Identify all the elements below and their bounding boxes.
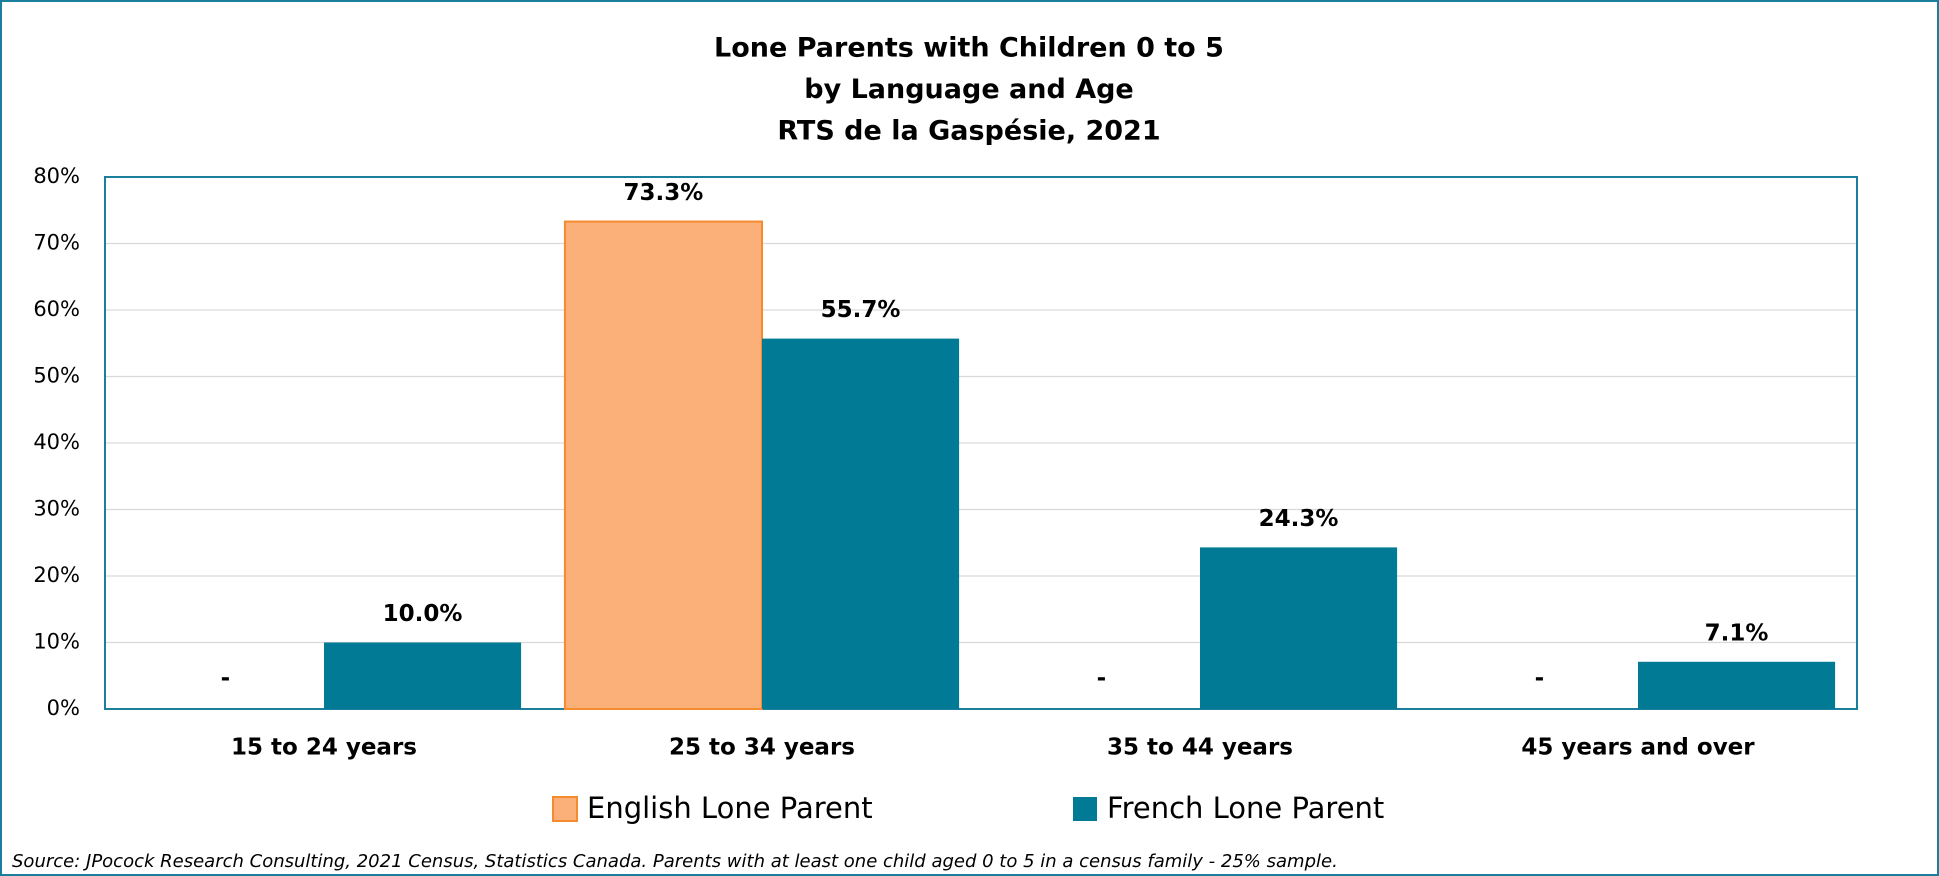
- x-tick-label: 15 to 24 years: [231, 735, 417, 761]
- y-tick-label: 20%: [33, 563, 80, 587]
- chart-title: Lone Parents with Children 0 to 5: [714, 33, 1224, 64]
- x-tick-label: 45 years and over: [1521, 735, 1755, 761]
- y-tick-label: 30%: [33, 497, 80, 521]
- data-label: -: [1097, 666, 1107, 692]
- legend-label: French Lone Parent: [1107, 791, 1384, 825]
- bar: [324, 642, 522, 709]
- x-tick-label: 35 to 44 years: [1107, 735, 1293, 761]
- data-label: 10.0%: [383, 601, 463, 627]
- source-note: Source: JPocock Research Consulting, 202…: [12, 851, 1338, 872]
- y-tick-label: 40%: [33, 430, 80, 454]
- data-label: -: [1535, 666, 1545, 692]
- bar: [1200, 547, 1398, 709]
- y-tick-label: 10%: [33, 630, 80, 654]
- chart-title: by Language and Age: [804, 74, 1133, 105]
- y-tick-label: 80%: [33, 164, 80, 188]
- bar: [1638, 661, 1836, 709]
- plot-frame: [104, 176, 1858, 710]
- data-label: 7.1%: [1705, 620, 1769, 646]
- bar: [762, 338, 960, 709]
- data-label: 73.3%: [624, 180, 704, 206]
- y-tick-label: 50%: [33, 364, 80, 388]
- legend-label: English Lone Parent: [587, 791, 873, 825]
- legend-swatch: [552, 796, 578, 822]
- data-label: 55.7%: [821, 297, 901, 323]
- data-label: 24.3%: [1259, 506, 1339, 532]
- data-label: -: [221, 666, 231, 692]
- x-tick-label: 25 to 34 years: [669, 735, 855, 761]
- bar: [563, 220, 764, 710]
- y-tick-label: 70%: [33, 231, 80, 255]
- legend-swatch: [1073, 797, 1097, 821]
- y-tick-label: 60%: [33, 297, 80, 321]
- y-tick-label: 0%: [47, 696, 80, 720]
- chart-title: RTS de la Gaspésie, 2021: [777, 116, 1160, 147]
